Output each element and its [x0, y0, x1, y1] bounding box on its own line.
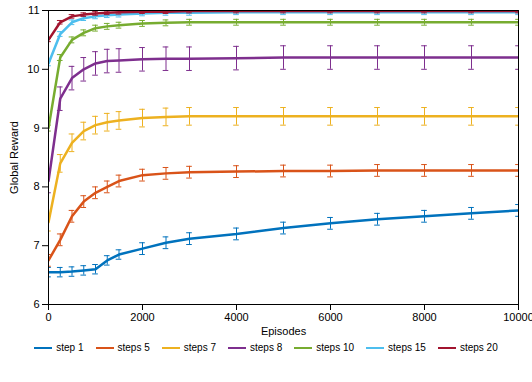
svg-text:Global Reward: Global Reward — [8, 121, 20, 194]
svg-text:6000: 6000 — [318, 311, 342, 323]
svg-text:10: 10 — [27, 63, 39, 75]
svg-text:6: 6 — [33, 298, 39, 310]
svg-text:2000: 2000 — [130, 311, 154, 323]
svg-text:10000: 10000 — [503, 311, 532, 323]
svg-text:8000: 8000 — [412, 311, 436, 323]
svg-text:11: 11 — [28, 4, 39, 16]
html-text:steps 8: steps 8 — [250, 342, 283, 353]
svg-text:8: 8 — [33, 180, 39, 192]
svg-text:0: 0 — [45, 311, 51, 323]
html-text:steps 5: steps 5 — [117, 342, 150, 353]
svg-text:7: 7 — [33, 239, 39, 251]
html-text:step 1: step 1 — [56, 342, 84, 353]
html-text:steps 7: steps 7 — [183, 342, 216, 353]
svg-text:Episodes: Episodes — [261, 325, 307, 337]
svg-text:4000: 4000 — [224, 311, 248, 323]
html-text:steps 15: steps 15 — [388, 342, 426, 353]
html-text:steps 20: steps 20 — [459, 342, 498, 353]
svg-text:9: 9 — [33, 122, 39, 134]
html-text:steps 10: steps 10 — [316, 342, 355, 353]
